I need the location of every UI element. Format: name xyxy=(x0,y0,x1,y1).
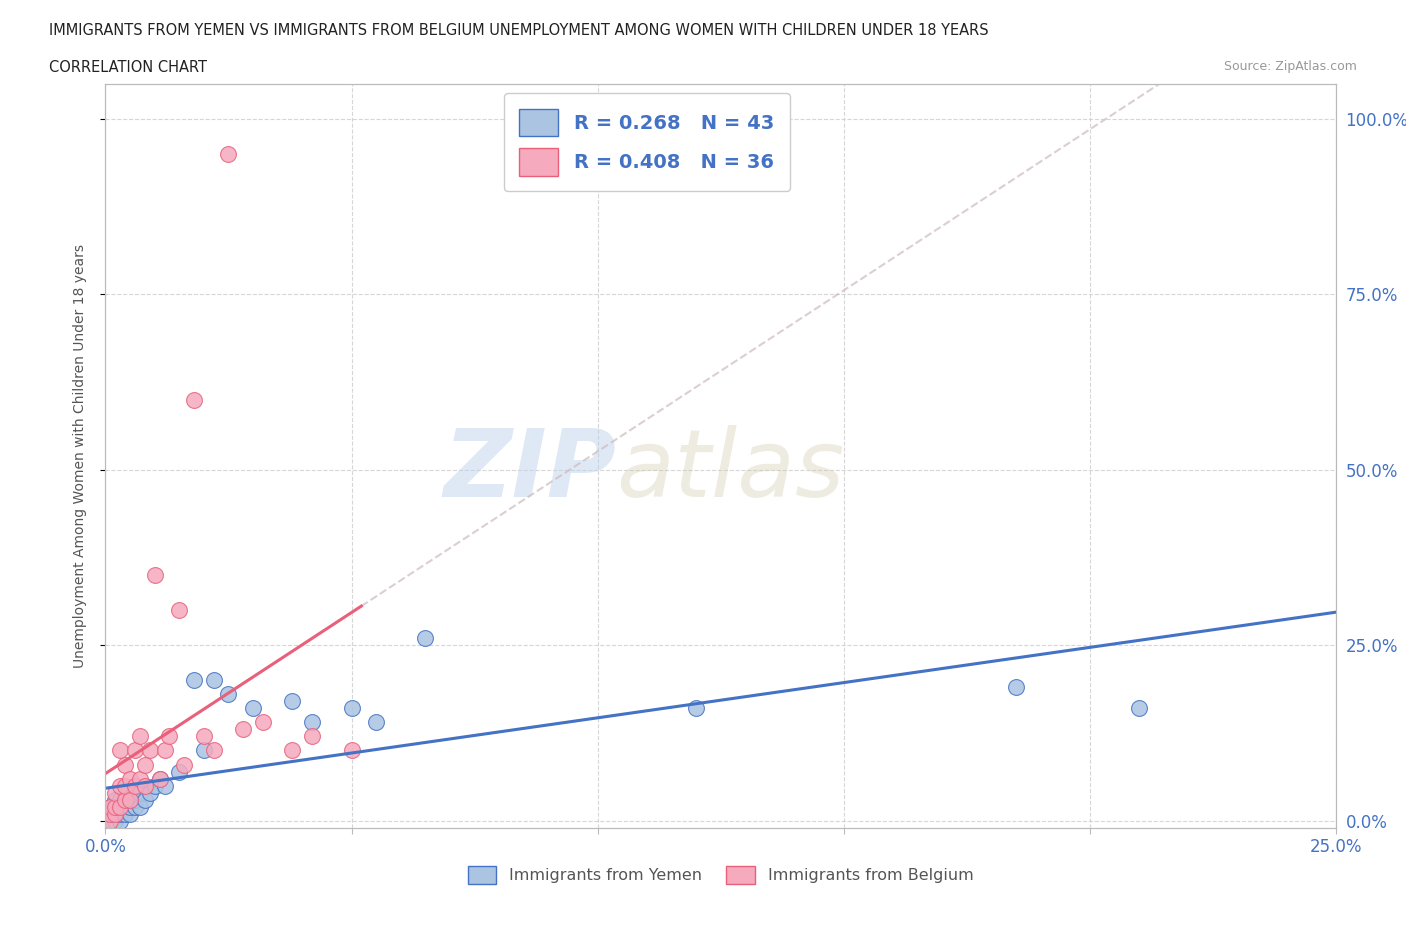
Point xyxy=(120,771,141,786)
Point xyxy=(301,715,323,730)
Point xyxy=(218,687,240,702)
Point xyxy=(153,743,176,758)
Point xyxy=(114,792,136,807)
Point xyxy=(98,799,122,814)
Point xyxy=(104,799,127,814)
Point xyxy=(114,778,136,793)
Point xyxy=(120,806,141,821)
Y-axis label: Unemployment Among Women with Children Under 18 years: Unemployment Among Women with Children U… xyxy=(73,244,87,668)
Text: atlas: atlas xyxy=(616,425,844,516)
Point xyxy=(149,771,172,786)
Point xyxy=(173,757,195,772)
Point xyxy=(110,743,132,758)
Point xyxy=(281,694,304,709)
Point xyxy=(366,715,388,730)
Point xyxy=(114,757,136,772)
Point xyxy=(98,813,122,828)
Point xyxy=(104,806,127,821)
Point xyxy=(159,729,180,744)
Point xyxy=(134,778,156,793)
Point xyxy=(120,792,141,807)
Point xyxy=(1004,680,1026,695)
Point xyxy=(104,792,127,807)
Point xyxy=(124,785,146,800)
Point xyxy=(169,603,191,618)
Point xyxy=(129,771,152,786)
Point xyxy=(104,806,127,821)
Point xyxy=(110,806,132,821)
Point xyxy=(202,673,225,688)
Point xyxy=(340,743,363,758)
Point xyxy=(415,631,437,645)
Point xyxy=(124,743,146,758)
Text: CORRELATION CHART: CORRELATION CHART xyxy=(49,60,207,75)
Point xyxy=(120,792,141,807)
Point xyxy=(193,743,215,758)
Point xyxy=(281,743,304,758)
Point xyxy=(104,785,127,800)
Point xyxy=(110,792,132,807)
Point xyxy=(193,729,215,744)
Point xyxy=(138,743,162,758)
Point xyxy=(104,799,127,814)
Point xyxy=(110,799,132,814)
Point xyxy=(129,729,152,744)
Point xyxy=(301,729,323,744)
Point xyxy=(110,813,132,828)
Point xyxy=(98,806,122,821)
Point xyxy=(143,778,166,793)
Point xyxy=(114,799,136,814)
Point xyxy=(114,806,136,821)
Point xyxy=(114,785,136,800)
Point xyxy=(98,813,122,828)
Point xyxy=(110,799,132,814)
Point xyxy=(1128,701,1150,716)
Point xyxy=(143,567,166,582)
Point xyxy=(134,757,156,772)
Point xyxy=(138,785,162,800)
Point xyxy=(183,673,205,688)
Point xyxy=(340,701,363,716)
Point xyxy=(685,701,707,716)
Point xyxy=(183,392,205,407)
Point xyxy=(252,715,274,730)
Point xyxy=(124,792,146,807)
Point xyxy=(129,799,152,814)
Point xyxy=(149,771,172,786)
Text: Source: ZipAtlas.com: Source: ZipAtlas.com xyxy=(1223,60,1357,73)
Text: ZIP: ZIP xyxy=(443,425,616,516)
Point xyxy=(120,799,141,814)
Point xyxy=(134,792,156,807)
Point xyxy=(124,799,146,814)
Point xyxy=(134,778,156,793)
Point xyxy=(104,813,127,828)
Point xyxy=(129,785,152,800)
Point xyxy=(98,799,122,814)
Point xyxy=(153,778,176,793)
Text: IMMIGRANTS FROM YEMEN VS IMMIGRANTS FROM BELGIUM UNEMPLOYMENT AMONG WOMEN WITH C: IMMIGRANTS FROM YEMEN VS IMMIGRANTS FROM… xyxy=(49,23,988,38)
Point xyxy=(232,722,254,737)
Point xyxy=(98,806,122,821)
Point xyxy=(169,764,191,779)
Point xyxy=(218,146,240,161)
Legend: Immigrants from Yemen, Immigrants from Belgium: Immigrants from Yemen, Immigrants from B… xyxy=(461,859,980,890)
Point xyxy=(114,792,136,807)
Point xyxy=(124,778,146,793)
Point xyxy=(202,743,225,758)
Point xyxy=(110,778,132,793)
Point xyxy=(242,701,264,716)
